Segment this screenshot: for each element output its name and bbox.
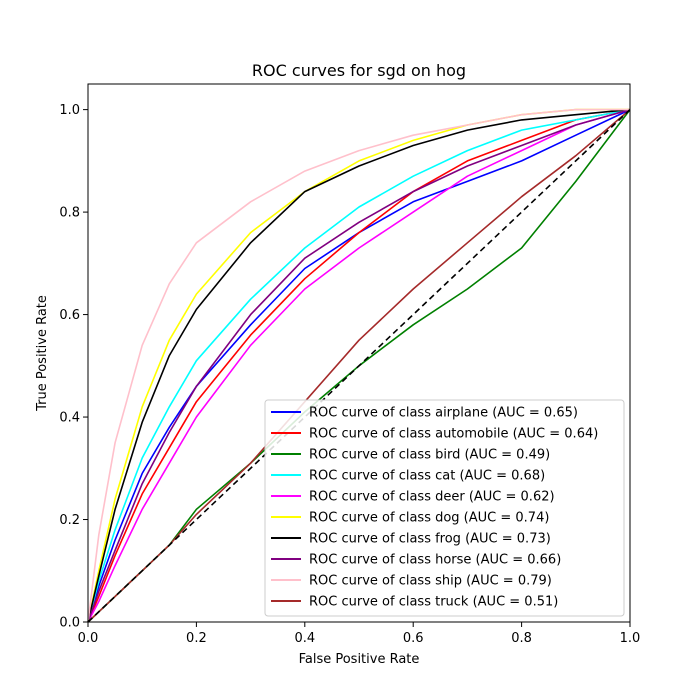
x-tick-label: 0.8 (511, 631, 532, 646)
y-axis: 0.0 0.2 0.4 0.6 0.8 1.0 (59, 103, 88, 631)
legend-label-8: ROC curve of class ship (AUC = 0.79) (309, 574, 552, 589)
series-line-7 (87, 108, 631, 623)
y-axis-label: True Positive Rate (35, 295, 50, 412)
legend-label-0: ROC curve of class airplane (AUC = 0.65) (309, 406, 578, 421)
series-line-0 (87, 108, 631, 623)
y-tick-label: 1.0 (59, 103, 80, 118)
legend-label-4: ROC curve of class deer (AUC = 0.62) (309, 490, 555, 505)
legend: ROC curve of class airplane (AUC = 0.65)… (264, 399, 625, 617)
x-tick-label: 0.0 (78, 631, 99, 646)
legend-label-2: ROC curve of class bird (AUC = 0.49) (309, 448, 550, 463)
series-line-4 (87, 108, 631, 623)
legend-label-6: ROC curve of class frog (AUC = 0.73) (309, 532, 551, 547)
x-axis: 0.0 0.2 0.4 0.6 0.8 1.0 (78, 622, 641, 646)
plot-area (87, 108, 631, 623)
legend-label-9: ROC curve of class truck (AUC = 0.51) (309, 595, 558, 610)
legend-box (264, 399, 625, 617)
series-line-1 (87, 108, 631, 623)
legend-label-1: ROC curve of class automobile (AUC = 0.6… (309, 427, 598, 442)
series-line-3 (87, 108, 631, 623)
plot-frame (87, 83, 631, 623)
y-tick-label: 0.2 (59, 513, 80, 528)
chart-title: ROC curves for sgd on hog (252, 61, 466, 80)
legend-label-5: ROC curve of class dog (AUC = 0.74) (309, 511, 549, 526)
x-axis-label: False Positive Rate (299, 652, 420, 667)
x-tick-label: 0.4 (294, 631, 315, 646)
y-tick-label: 0.8 (59, 206, 80, 221)
y-tick-label: 0.4 (59, 411, 80, 426)
legend-label-3: ROC curve of class cat (AUC = 0.68) (309, 469, 545, 484)
chance-line (87, 109, 631, 623)
y-tick-label: 0.0 (59, 616, 80, 631)
legend-label-7: ROC curve of class horse (AUC = 0.66) (309, 553, 561, 568)
x-tick-label: 0.6 (403, 631, 424, 646)
x-tick-label: 1.0 (620, 631, 641, 646)
x-tick-label: 0.2 (186, 631, 207, 646)
series-line-6 (87, 108, 631, 623)
y-tick-label: 0.6 (59, 308, 80, 323)
series-line-8 (87, 108, 630, 623)
